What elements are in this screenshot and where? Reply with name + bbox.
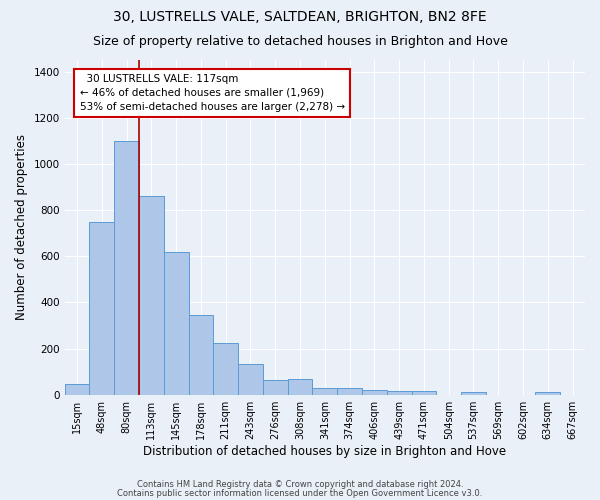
Bar [387,392,412,394]
Bar [238,364,263,394]
Bar [287,379,313,394]
Bar [188,315,214,394]
Bar [263,380,287,394]
Bar [164,252,188,394]
Y-axis label: Number of detached properties: Number of detached properties [15,134,28,320]
Bar [65,384,89,394]
Bar [362,390,387,394]
Text: Contains HM Land Registry data © Crown copyright and database right 2024.: Contains HM Land Registry data © Crown c… [137,480,463,489]
Bar [214,343,238,394]
Bar [412,392,436,394]
Text: 30 LUSTRELLS VALE: 117sqm
← 46% of detached houses are smaller (1,969)
53% of se: 30 LUSTRELLS VALE: 117sqm ← 46% of detac… [80,74,344,112]
Bar [89,222,114,394]
Bar [313,388,337,394]
Bar [461,392,486,394]
Bar [139,196,164,394]
Text: Size of property relative to detached houses in Brighton and Hove: Size of property relative to detached ho… [92,35,508,48]
Text: Contains public sector information licensed under the Open Government Licence v3: Contains public sector information licen… [118,488,482,498]
Bar [114,141,139,395]
Bar [337,388,362,394]
Text: 30, LUSTRELLS VALE, SALTDEAN, BRIGHTON, BN2 8FE: 30, LUSTRELLS VALE, SALTDEAN, BRIGHTON, … [113,10,487,24]
X-axis label: Distribution of detached houses by size in Brighton and Hove: Distribution of detached houses by size … [143,444,506,458]
Bar [535,392,560,394]
